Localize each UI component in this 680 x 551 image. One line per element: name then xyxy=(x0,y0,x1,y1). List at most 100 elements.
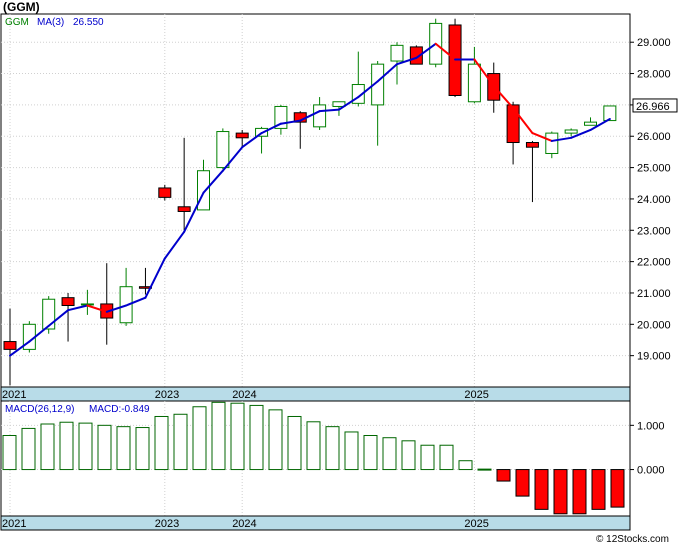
macd-bar-positive xyxy=(477,468,492,471)
candle-body-up xyxy=(603,105,617,122)
macd-bar-positive xyxy=(97,424,112,471)
ma-segment xyxy=(67,304,89,312)
ma-segment xyxy=(241,132,263,149)
macd-bar-negative xyxy=(515,469,530,497)
candle xyxy=(177,137,191,231)
candle-body-down xyxy=(506,104,520,144)
candle xyxy=(525,140,539,203)
price-tick-label: 26.000 xyxy=(637,131,671,143)
macd-bar-positive xyxy=(78,422,93,471)
candle xyxy=(584,117,597,126)
ma-segment xyxy=(376,63,398,83)
ma-segment xyxy=(144,257,166,299)
ma-value: 26.550 xyxy=(73,17,104,28)
ma-segment xyxy=(415,42,437,59)
ma-segment xyxy=(9,340,31,357)
candle xyxy=(467,46,481,104)
ma-segment xyxy=(202,169,224,194)
macd-x-axis-labels: 2021 2023 2024 2025 xyxy=(2,518,489,530)
macd-bar-negative xyxy=(572,469,587,515)
price-tick-label: 22.000 xyxy=(637,257,671,269)
candle-body-down xyxy=(61,297,75,307)
macd-label: MACD(26,12,9) xyxy=(5,404,74,415)
chart-title: (GGM) xyxy=(3,0,40,14)
ticker-label: GGM xyxy=(5,17,29,28)
candle xyxy=(235,129,249,148)
macd-tick-label: 1.000 xyxy=(637,420,665,432)
macd-bar-positive xyxy=(401,440,416,471)
price-panel xyxy=(0,13,631,388)
candle-body-down xyxy=(525,142,539,148)
macd-bar-positive xyxy=(211,401,226,471)
macd-bar-positive xyxy=(116,426,131,471)
moving-average-line xyxy=(9,42,611,357)
candle-body-down xyxy=(3,341,17,350)
macd-bar-positive xyxy=(306,421,321,471)
macd-value-label: MACD:-0.849 xyxy=(89,404,150,415)
macd-bar-positive xyxy=(21,427,36,471)
price-tick-label: 25.000 xyxy=(637,163,671,175)
macd-x-label: 2023 xyxy=(155,518,179,530)
macd-bar-positive xyxy=(192,406,207,471)
candle-body-up xyxy=(332,101,346,107)
ma-segment xyxy=(512,107,534,135)
macd-bar-negative xyxy=(496,469,511,482)
candle-body-up xyxy=(390,44,404,62)
last-price-label: 26.966 xyxy=(636,101,670,113)
candle-body-down xyxy=(177,206,191,212)
candle-body-up xyxy=(564,129,578,134)
price-x-axis-labels: 2021 2023 2024 2025 xyxy=(2,389,489,401)
macd-bar-positive xyxy=(2,435,17,471)
candle xyxy=(506,101,520,165)
macd-bar-positive xyxy=(59,421,74,471)
macd-bar-positive xyxy=(382,437,397,471)
macd-bar-positive xyxy=(173,413,188,471)
macd-bars xyxy=(2,401,625,515)
candle xyxy=(158,184,172,201)
ma-segment xyxy=(299,110,321,122)
candle xyxy=(313,97,327,130)
ma-segment xyxy=(473,58,495,88)
ma-segment xyxy=(396,56,418,66)
candle-body-down xyxy=(235,132,249,139)
price-x-label: 2024 xyxy=(232,389,256,401)
ma-segment xyxy=(357,80,379,99)
macd-x-label: 2025 xyxy=(464,518,488,530)
ma-segment xyxy=(589,118,611,131)
price-x-label: 2025 xyxy=(464,389,488,401)
macd-bar-positive xyxy=(325,426,340,471)
price-tick-label: 19.000 xyxy=(637,351,671,363)
price-tick-label: 28.000 xyxy=(637,69,671,81)
macd-bar-negative xyxy=(610,469,625,508)
macd-bar-positive xyxy=(344,431,359,471)
price-x-label: 2023 xyxy=(155,389,179,401)
price-tick-label: 29.000 xyxy=(637,37,671,49)
candle-body-up xyxy=(371,63,385,106)
candle xyxy=(61,292,75,342)
ma-segment xyxy=(550,136,573,142)
macd-bar-positive xyxy=(287,415,302,471)
candle xyxy=(119,267,133,326)
macd-x-label: 2024 xyxy=(232,518,256,530)
last-price-box xyxy=(632,98,678,113)
ma-segment xyxy=(318,108,340,113)
candle-body-down xyxy=(158,187,172,198)
ma-segment xyxy=(221,146,244,172)
macd-bar-positive xyxy=(249,404,264,471)
candle xyxy=(3,308,17,386)
candle-body-up xyxy=(467,63,481,103)
watermark: © 12Stocks.com xyxy=(596,534,669,545)
macd-bar-positive xyxy=(420,444,435,471)
candle xyxy=(100,263,114,345)
macd-x-axis-band xyxy=(0,515,631,531)
candle xyxy=(42,296,56,334)
macd-bar-positive xyxy=(458,460,473,471)
ma-segment xyxy=(28,324,50,343)
macd-bar-positive xyxy=(40,423,55,471)
ma-segment xyxy=(260,122,282,135)
ma-segment xyxy=(183,191,205,233)
price-y-axis: 19.000 20.000 21.000 22.000 23.000 24.000 25.0… xyxy=(630,37,671,363)
macd-bar-positive xyxy=(439,444,454,471)
macd-bar-negative xyxy=(591,469,606,510)
macd-x-label: 2021 xyxy=(2,518,26,530)
